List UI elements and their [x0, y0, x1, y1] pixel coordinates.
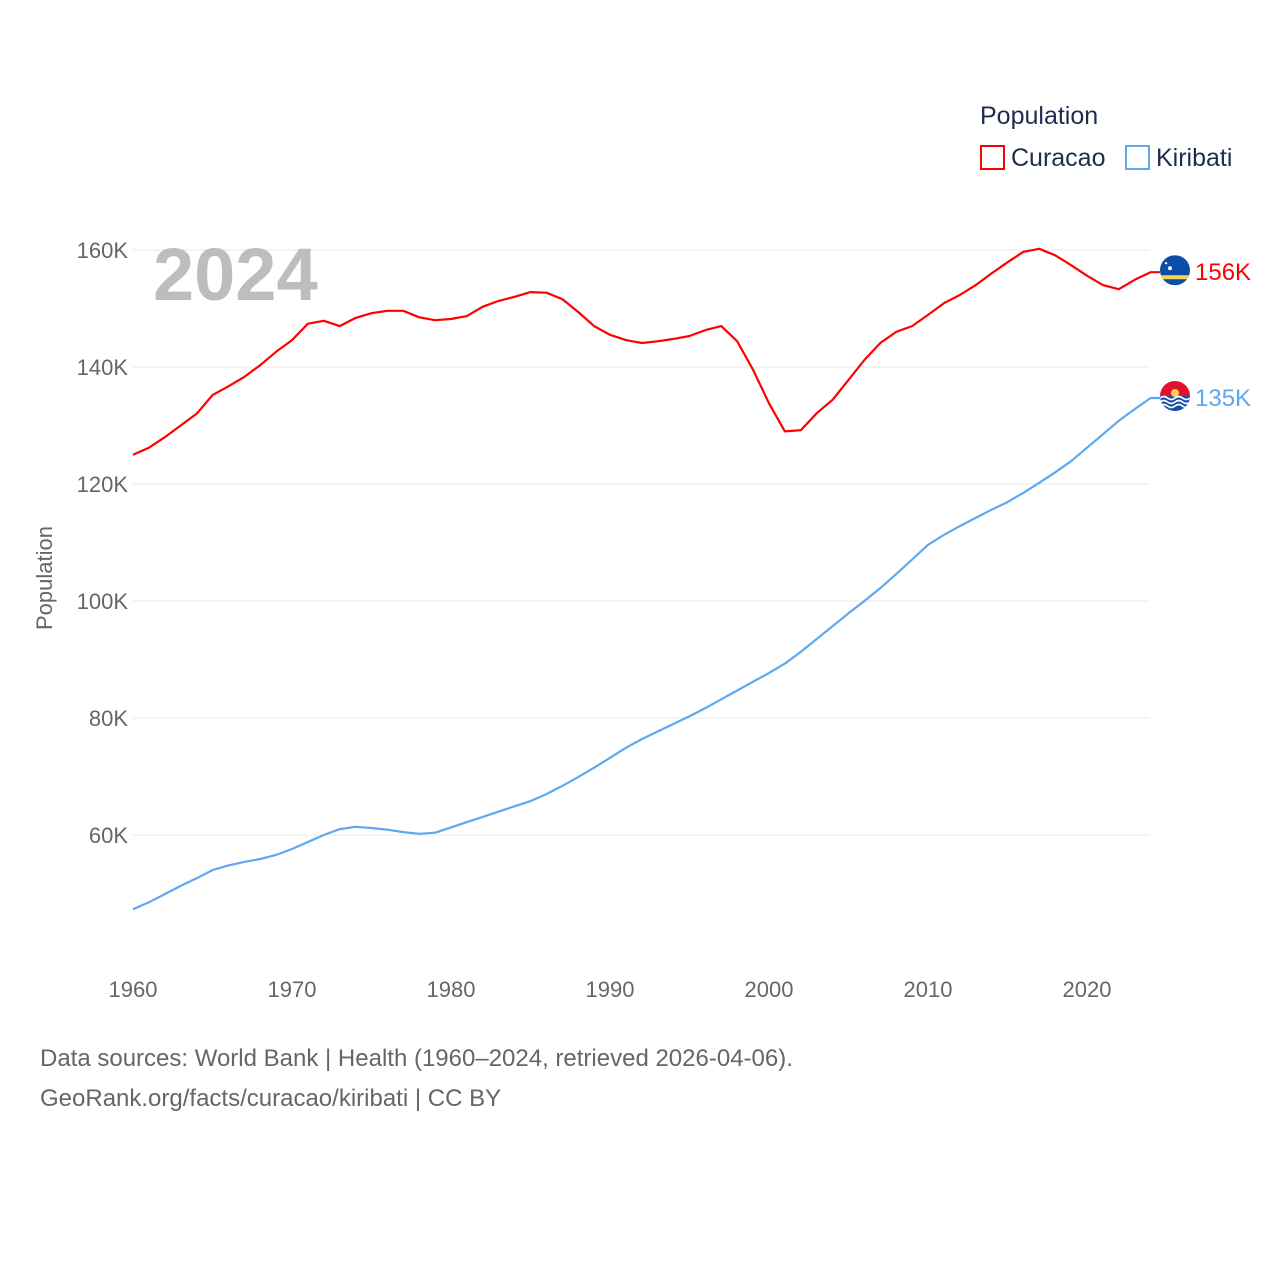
legend-label-curacao: Curacao [1011, 144, 1106, 172]
series-line-curacao [132, 247, 1160, 456]
attribution-link[interactable]: GeoRank.org/facts/curacao/kiribati | CC … [40, 1085, 502, 1112]
x-tick-label: 1970 [268, 977, 317, 1002]
legend-swatch-kiribati [1125, 145, 1150, 170]
legend-swatch-curacao [980, 145, 1005, 170]
x-tick-label: 1960 [109, 977, 158, 1002]
data-source-text: Data sources: World Bank | Health (1960–… [40, 1045, 793, 1072]
series-line-kiribati [132, 396, 1160, 911]
y-tick-label: 140K [77, 355, 129, 380]
y-tick-label: 160K [77, 238, 129, 263]
kiribati-flag-icon [1160, 381, 1190, 412]
legend-title: Population [980, 102, 1098, 130]
legend-label-kiribati: Kiribati [1156, 144, 1232, 172]
end-value-label-kiribati: 135K [1195, 385, 1251, 412]
end-value-label-curacao: 156K [1195, 259, 1251, 286]
x-tick-label: 1980 [427, 977, 476, 1002]
x-tick-label: 1990 [586, 977, 635, 1002]
x-tick-label: 2010 [904, 977, 953, 1002]
legend-item-curacao[interactable]: Curacao [980, 144, 1106, 172]
y-tick-label: 60K [89, 823, 128, 848]
y-tick-label: 120K [77, 472, 129, 497]
legend-item-kiribati[interactable]: Kiribati [1125, 144, 1232, 172]
year-watermark: 2024 [153, 233, 318, 316]
y-axis-label: Population [32, 526, 57, 630]
x-tick-label: 2000 [745, 977, 794, 1002]
x-tick-label: 2020 [1063, 977, 1112, 1002]
curacao-flag-icon [1160, 255, 1190, 286]
y-tick-label: 100K [77, 589, 129, 614]
y-tick-label: 80K [89, 706, 128, 731]
